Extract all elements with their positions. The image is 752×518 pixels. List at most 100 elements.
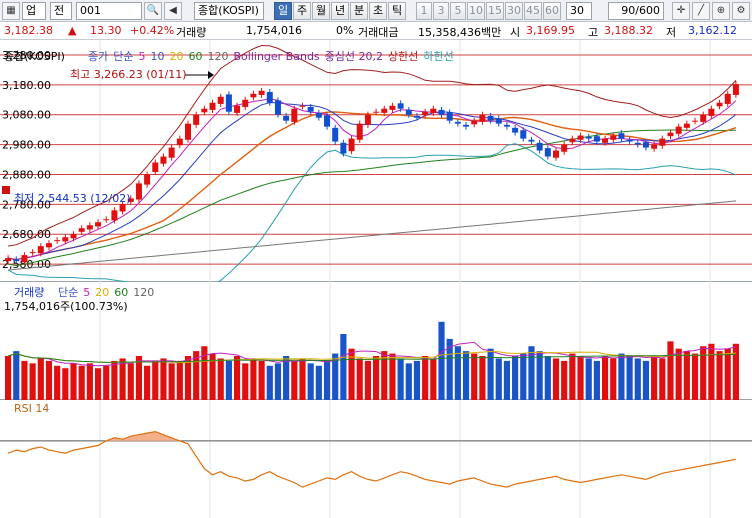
search-icon[interactable]: 🔍: [144, 2, 162, 20]
candle-body-20: [168, 147, 175, 158]
candle-body-41: [340, 142, 347, 154]
volume-bar-80: [659, 358, 666, 400]
volume-bar-66: [544, 356, 551, 400]
price-legend-item-2: 5: [138, 50, 146, 63]
volume-bar-76: [626, 356, 633, 400]
candle-body-74: [610, 135, 617, 140]
interval-button-45[interactable]: 45: [524, 2, 542, 20]
change-percent: +0.42%: [130, 24, 175, 37]
interval-button-3[interactable]: 3: [433, 2, 449, 20]
stock-name-field: 종합(KOSPI): [194, 2, 264, 20]
volume-bar-53: [438, 321, 445, 400]
candle-body-4: [37, 246, 44, 254]
price-info-bar: 3,182.38 ▲ 13.30 +0.42% 거래량 1,754,016 0%…: [0, 22, 752, 40]
amount-label: 거래대금: [358, 26, 399, 39]
candle-body-13: [111, 210, 118, 221]
candle-body-52: [430, 108, 437, 113]
volume-bar-16: [135, 356, 143, 400]
volume-bar-63: [520, 353, 527, 400]
candle-body-66: [544, 148, 551, 157]
candle-body-44: [364, 114, 371, 125]
period-button-5[interactable]: 초: [369, 2, 387, 20]
price-chart-svg[interactable]: 3,280.00 3,180.00 3,080.00 2,980.00 2,880.00…: [0, 40, 752, 282]
volume-value: 1,754,016: [246, 24, 302, 37]
candle-body-1: [13, 259, 20, 262]
volume-bar-81: [667, 341, 674, 400]
speaker-icon[interactable]: ◀: [164, 2, 182, 20]
candle-body-30: [250, 93, 257, 98]
volume-legend-item-4: 120: [133, 286, 155, 299]
interval-button-30[interactable]: 30: [505, 2, 523, 20]
price-y-tick-6: 2,680.00: [2, 228, 51, 241]
volume-ratio: 0%: [336, 24, 354, 37]
ma-10-line: [8, 102, 737, 261]
volume-bar-39: [323, 360, 331, 400]
candle-body-73: [602, 138, 609, 143]
volume-bar-78: [642, 360, 650, 400]
price-legend: 종가 단순 5 10 20 60 120 Bollinger Bands 중심선 20,2 상한선…: [88, 48, 459, 64]
settings-icon[interactable]: ⚙: [732, 2, 750, 20]
interval-button-10[interactable]: 10: [467, 2, 485, 20]
candle-body-76: [626, 139, 633, 142]
candle-body-35: [291, 108, 298, 122]
price-legend-item-5: 60: [188, 50, 203, 63]
market-mode-select[interactable]: 전: [50, 2, 72, 20]
volume-bar-83: [683, 351, 690, 400]
volume-legend-item-3: 60: [114, 286, 129, 299]
interval-input[interactable]: 30: [566, 2, 592, 20]
candle-body-15: [127, 198, 134, 202]
period-button-0[interactable]: 일: [274, 2, 292, 20]
volume-bar-27: [225, 360, 232, 400]
candle-body-22: [185, 123, 191, 140]
menu-grid-icon[interactable]: ▦: [2, 2, 20, 20]
volume-chart-pane[interactable]: 거래량 단순 5 20 60 120 1,754,016주(100.73%): [0, 282, 752, 400]
interval-button-5[interactable]: 5: [450, 2, 466, 20]
period-button-4[interactable]: 분: [350, 2, 368, 20]
period-button-2[interactable]: 월: [312, 2, 330, 20]
min-label: 최저 2,544.53 (12/02): [14, 192, 131, 205]
volume-value-label: 1,754,016주(100.73%): [4, 300, 128, 313]
interval-button-60[interactable]: 60: [543, 2, 561, 20]
period-button-1[interactable]: 주: [293, 2, 311, 20]
volume-bar-7: [62, 368, 69, 400]
volume-bar-46: [381, 351, 388, 400]
volume-bar-55: [454, 346, 461, 400]
price-y-tick-4: 2,880.00: [2, 168, 51, 181]
volume-bar-41: [340, 334, 347, 400]
candle-body-11: [95, 222, 102, 227]
rsi-line: [7, 430, 737, 488]
draw-line-icon[interactable]: ╱: [692, 2, 710, 20]
volume-bar-45: [373, 356, 380, 400]
code-input[interactable]: 001: [76, 2, 142, 20]
candle-body-39: [324, 115, 331, 127]
candle-body-63: [520, 130, 527, 139]
volume-bar-59: [487, 348, 494, 400]
market-select[interactable]: 업: [22, 2, 46, 20]
candle-body-54: [446, 112, 453, 121]
rsi-chart-pane[interactable]: RSI 14: [0, 400, 752, 518]
interval-button-1[interactable]: 1: [416, 2, 432, 20]
bollinger-lower: [7, 143, 737, 282]
period-button-6[interactable]: 틱: [388, 2, 406, 20]
volume-bar-0: [5, 356, 12, 400]
interval-button-15[interactable]: 15: [486, 2, 504, 20]
period-button-3[interactable]: 년: [331, 2, 349, 20]
high-value: 3,188.32: [604, 24, 653, 37]
price-chart-pane[interactable]: 3,280.00 3,180.00 3,080.00 2,980.00 2,880.00…: [0, 40, 752, 282]
candle-body-57: [471, 120, 478, 125]
candle-body-89: [732, 84, 739, 95]
volume-bar-1: [13, 351, 20, 400]
open-value: 3,169.95: [526, 24, 575, 37]
candle-body-88: [724, 93, 731, 104]
zoom-icon[interactable]: ⊕: [712, 2, 730, 20]
volume-bar-42: [348, 348, 355, 400]
count-field[interactable]: 90/600: [608, 2, 664, 20]
rsi-chart-svg[interactable]: [0, 400, 752, 518]
crosshair-icon[interactable]: ✛: [672, 2, 690, 20]
candle-body-29: [242, 99, 249, 107]
max-arrow-head: [208, 71, 214, 79]
volume-bar-86: [708, 343, 715, 400]
volume-bar-60: [495, 358, 502, 400]
volume-chart-svg[interactable]: [0, 282, 752, 400]
candle-body-62: [512, 127, 519, 133]
